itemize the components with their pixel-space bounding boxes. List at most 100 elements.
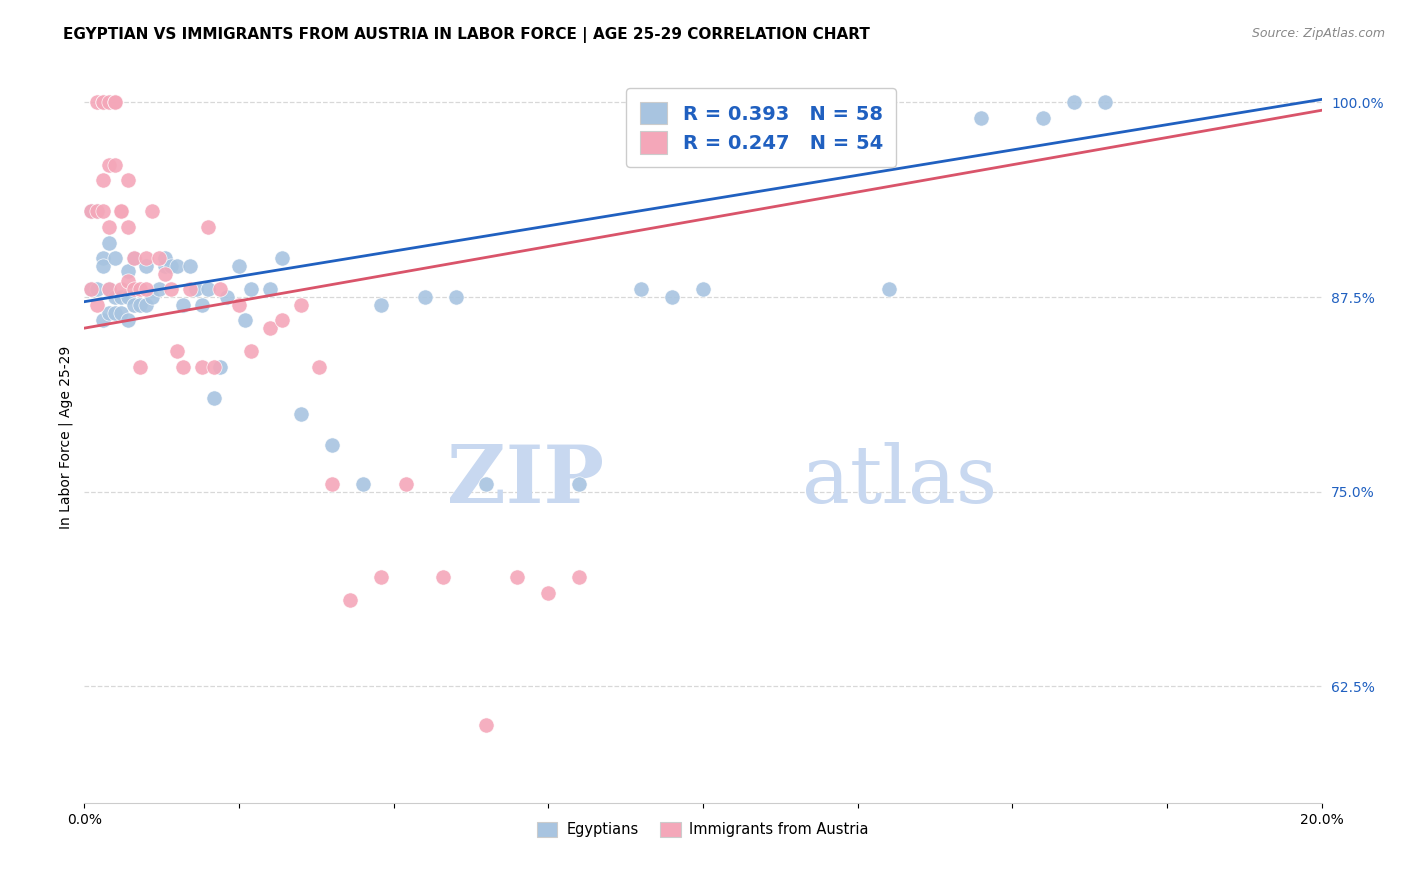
Point (98, 282, 121, 296)
Point (86, 204, 108, 219)
Point (104, 305, 127, 319)
Point (129, 298, 152, 312)
Point (209, 359, 232, 374)
Point (877, 282, 900, 296)
Point (104, 158, 127, 172)
Point (86, 95, 108, 110)
Point (141, 290, 163, 304)
Point (321, 438, 343, 452)
Point (160, 282, 183, 296)
Point (91, 204, 114, 219)
Point (91, 251, 114, 265)
Point (153, 259, 176, 273)
Point (141, 204, 163, 219)
Point (98, 219, 121, 234)
Point (444, 290, 467, 304)
Point (271, 251, 294, 265)
Point (91, 95, 114, 110)
Point (1094, 95, 1116, 110)
Point (135, 282, 157, 296)
Point (166, 259, 188, 273)
Point (153, 267, 176, 281)
Text: ZIP: ZIP (447, 442, 605, 520)
Point (86, 204, 108, 219)
Point (537, 585, 560, 599)
Point (308, 359, 330, 374)
Point (568, 476, 591, 491)
Point (202, 359, 225, 374)
Point (228, 298, 250, 312)
Text: Source: ZipAtlas.com: Source: ZipAtlas.com (1251, 27, 1385, 40)
Point (432, 570, 454, 584)
Point (179, 259, 201, 273)
Point (98, 235, 121, 250)
Point (98, 282, 121, 296)
Point (166, 344, 188, 359)
Point (135, 251, 157, 265)
Point (475, 718, 498, 732)
Point (91, 313, 114, 327)
Point (475, 476, 498, 491)
Point (970, 111, 993, 125)
Point (271, 313, 294, 327)
Point (259, 282, 281, 296)
Point (321, 476, 343, 491)
Point (568, 570, 591, 584)
Y-axis label: In Labor Force | Age 25-29: In Labor Force | Age 25-29 (59, 345, 73, 529)
Point (395, 476, 418, 491)
Point (117, 313, 139, 327)
Point (215, 290, 238, 304)
Point (91, 259, 114, 273)
Point (339, 593, 361, 607)
Point (110, 282, 132, 296)
Point (117, 290, 139, 304)
Point (413, 290, 436, 304)
Point (197, 219, 219, 234)
Point (79, 282, 101, 296)
Point (86, 282, 108, 296)
Point (122, 282, 145, 296)
Point (290, 407, 312, 421)
Point (240, 282, 263, 296)
Point (160, 259, 183, 273)
Point (228, 259, 250, 273)
Point (122, 298, 145, 312)
Point (148, 251, 170, 265)
Point (91, 95, 114, 110)
Point (135, 259, 157, 273)
Point (352, 476, 374, 491)
Point (202, 391, 225, 405)
Point (79, 204, 101, 219)
Point (191, 359, 214, 374)
Point (135, 298, 157, 312)
Point (184, 282, 207, 296)
Point (104, 290, 127, 304)
Point (98, 158, 121, 172)
Text: EGYPTIAN VS IMMIGRANTS FROM AUSTRIA IN LABOR FORCE | AGE 25-29 CORRELATION CHART: EGYPTIAN VS IMMIGRANTS FROM AUSTRIA IN L… (63, 27, 870, 43)
Point (661, 290, 683, 304)
Text: atlas: atlas (801, 442, 997, 520)
Point (104, 251, 127, 265)
Point (1063, 95, 1085, 110)
Point (240, 344, 263, 359)
Point (79, 204, 101, 219)
Point (104, 95, 127, 110)
Point (506, 570, 529, 584)
Point (91, 173, 114, 187)
Point (370, 570, 392, 584)
Point (129, 282, 152, 296)
Point (110, 305, 132, 319)
Point (209, 282, 232, 296)
Point (79, 282, 101, 296)
Point (191, 298, 214, 312)
Point (172, 298, 194, 312)
Point (86, 298, 108, 312)
Point (110, 204, 132, 219)
Point (692, 282, 714, 296)
Point (197, 282, 219, 296)
Point (179, 282, 201, 296)
Point (259, 321, 281, 335)
Point (172, 359, 194, 374)
Point (98, 95, 121, 110)
Point (129, 359, 152, 374)
